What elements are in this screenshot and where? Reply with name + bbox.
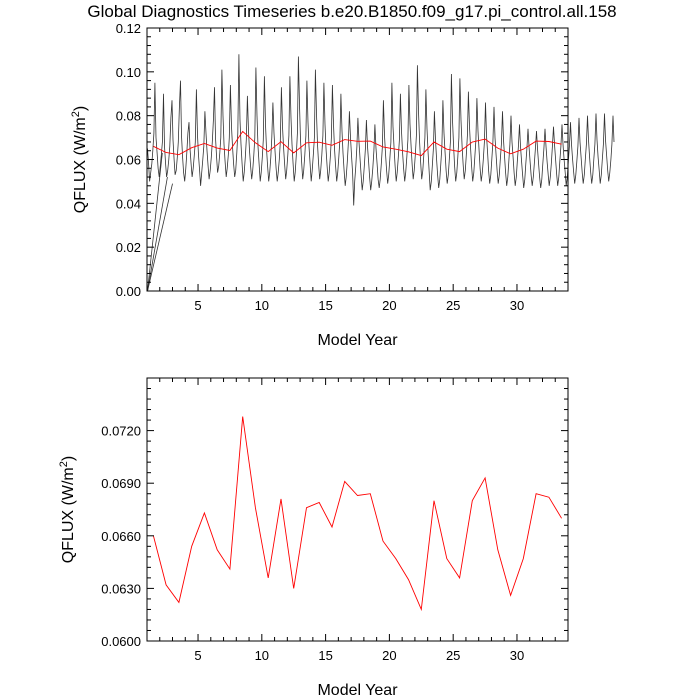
series-annual-mean-line — [153, 130, 562, 157]
y-tick-label: 0.10 — [116, 65, 141, 80]
series-ramp-segment — [147, 152, 163, 292]
x-tick-label: 30 — [510, 298, 524, 313]
top-panel: 5 10 15 20 25 30 0.00 0.02 0.04 0.06 0.08 0.10 0.12 M… — [70, 21, 615, 349]
y-tick-label: 0.0720 — [101, 424, 141, 439]
x-tick-label: 10 — [255, 648, 269, 663]
x-axis-label: Model Year — [317, 682, 398, 699]
x-tick-label: 20 — [382, 298, 396, 313]
y-tick-label: 0.06 — [116, 153, 141, 168]
y-axis-label: QFLUX (W/m2) — [70, 106, 89, 213]
y-tick-label: 0.12 — [116, 21, 141, 36]
series-monthly-line — [147, 54, 615, 206]
y-tick-label: 0.0690 — [101, 476, 141, 491]
y-tick-label: 0.02 — [116, 240, 141, 255]
y-axis-label-superscript: 2 — [70, 111, 82, 117]
y-axis-label-close: ) — [60, 456, 77, 461]
x-tick-label: 15 — [318, 648, 332, 663]
series-annual-mean-line — [152, 416, 562, 612]
figure-title: Global Diagnostics Timeseries b.e20.B185… — [87, 2, 616, 21]
series-ramp-segment — [147, 183, 173, 292]
y-axis-label-text: QFLUX (W/m — [60, 467, 77, 563]
x-tick-label: 15 — [318, 298, 332, 313]
y-axis-label-superscript: 2 — [58, 461, 70, 467]
y-axis-label-text: QFLUX (W/m — [72, 117, 89, 213]
y-tick-label: 0.00 — [116, 284, 141, 299]
plot-frame — [146, 377, 569, 642]
x-tick-label: 30 — [510, 648, 524, 663]
y-tick-label: 0.0630 — [101, 581, 141, 596]
y-axis-label-close: ) — [72, 106, 89, 111]
y-tick-label: 0.08 — [116, 109, 141, 124]
x-tick-label: 10 — [255, 298, 269, 313]
bottom-panel: 5 10 15 20 25 30 0.0600 0.0630 0.0660 0.0690 0.072… — [58, 377, 569, 699]
x-tick-label: 25 — [446, 298, 460, 313]
y-tick-label: 0.0600 — [101, 634, 141, 649]
x-tick-label: 20 — [382, 648, 396, 663]
x-tick-label: 25 — [446, 648, 460, 663]
series-ramp-segment — [147, 176, 168, 292]
x-tick-label: 5 — [194, 298, 201, 313]
y-tick-label: 0.0660 — [101, 529, 141, 544]
y-tick-label: 0.04 — [116, 196, 141, 211]
y-axis-label: QFLUX (W/m2) — [58, 456, 77, 563]
x-tick-label: 5 — [194, 648, 201, 663]
x-axis-label: Model Year — [317, 332, 398, 349]
